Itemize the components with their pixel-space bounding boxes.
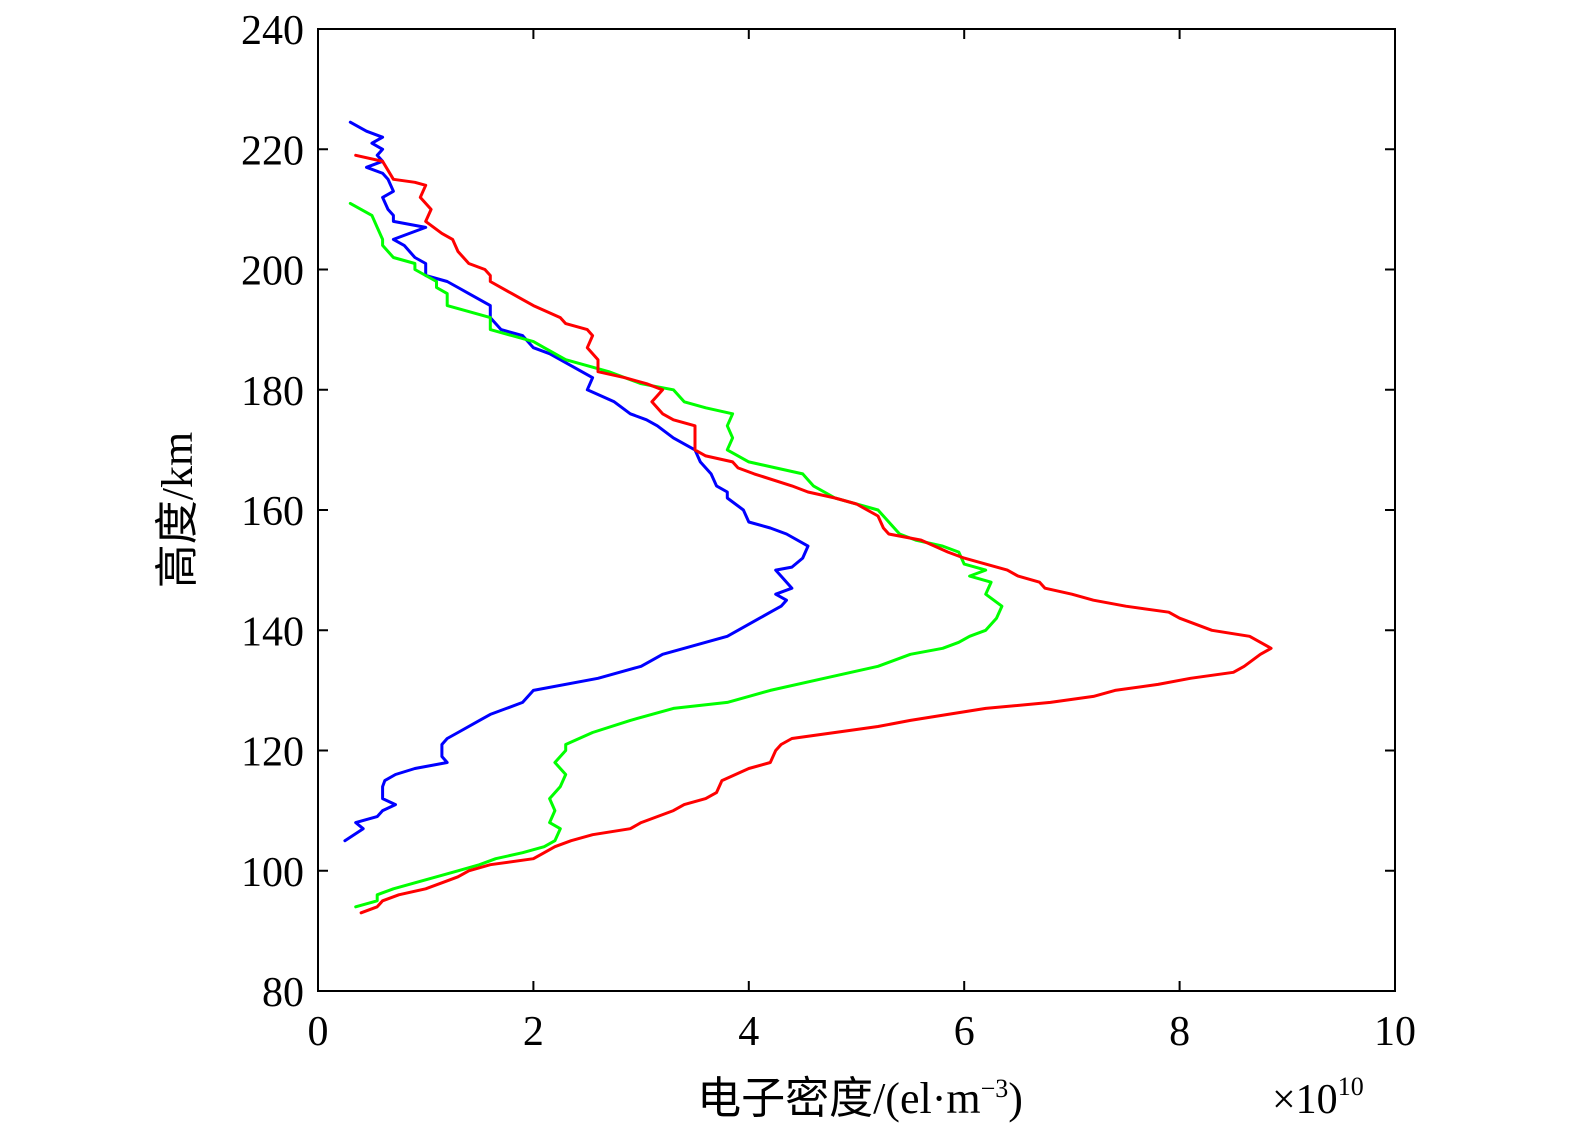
x-axis-multiplier-exponent: 10: [1338, 1072, 1364, 1101]
x-axis-multiplier: ×1010: [1272, 1072, 1364, 1123]
x-axis-title: 电子密度/(el·m−3): [697, 1074, 1023, 1123]
x-tick-label: 10: [1374, 1009, 1416, 1055]
y-tick-label: 140: [241, 609, 304, 655]
x-tick-label: 4: [738, 1009, 759, 1055]
y-tick-label: 120: [241, 730, 304, 776]
y-tick-label: 200: [241, 249, 304, 295]
plot-area-frame: [317, 28, 1396, 992]
x-axis-title-main: 电子密度/(el·m: [697, 1074, 981, 1123]
y-tick-label: 240: [241, 8, 304, 54]
y-tick-label: 100: [241, 850, 304, 896]
y-axis-title: 高度/km: [153, 432, 202, 588]
y-axis-ticks: 80 100 120 140 160 180 200 220 240: [241, 8, 1395, 1016]
x-axis-ticks: 0 2 4 6 8 10: [308, 29, 1416, 1055]
series-layer: [343, 120, 1273, 915]
x-tick-label: 2: [523, 1009, 544, 1055]
series-line-red: [354, 153, 1273, 915]
x-tick-label: 6: [954, 1009, 975, 1055]
x-tick-label: 8: [1169, 1009, 1190, 1055]
y-tick-label: 180: [241, 369, 304, 415]
y-tick-label: 160: [241, 489, 304, 535]
y-tick-label: 80: [262, 970, 304, 1016]
x-axis-multiplier-base: ×10: [1272, 1077, 1338, 1123]
y-tick-label: 220: [241, 128, 304, 174]
x-axis-title-close: ): [1008, 1074, 1023, 1123]
series-line-blue: [343, 120, 810, 843]
series-line-green: [348, 201, 1004, 909]
x-tick-label: 0: [308, 1009, 329, 1055]
x-axis-title-exponent: −3: [981, 1074, 1009, 1103]
